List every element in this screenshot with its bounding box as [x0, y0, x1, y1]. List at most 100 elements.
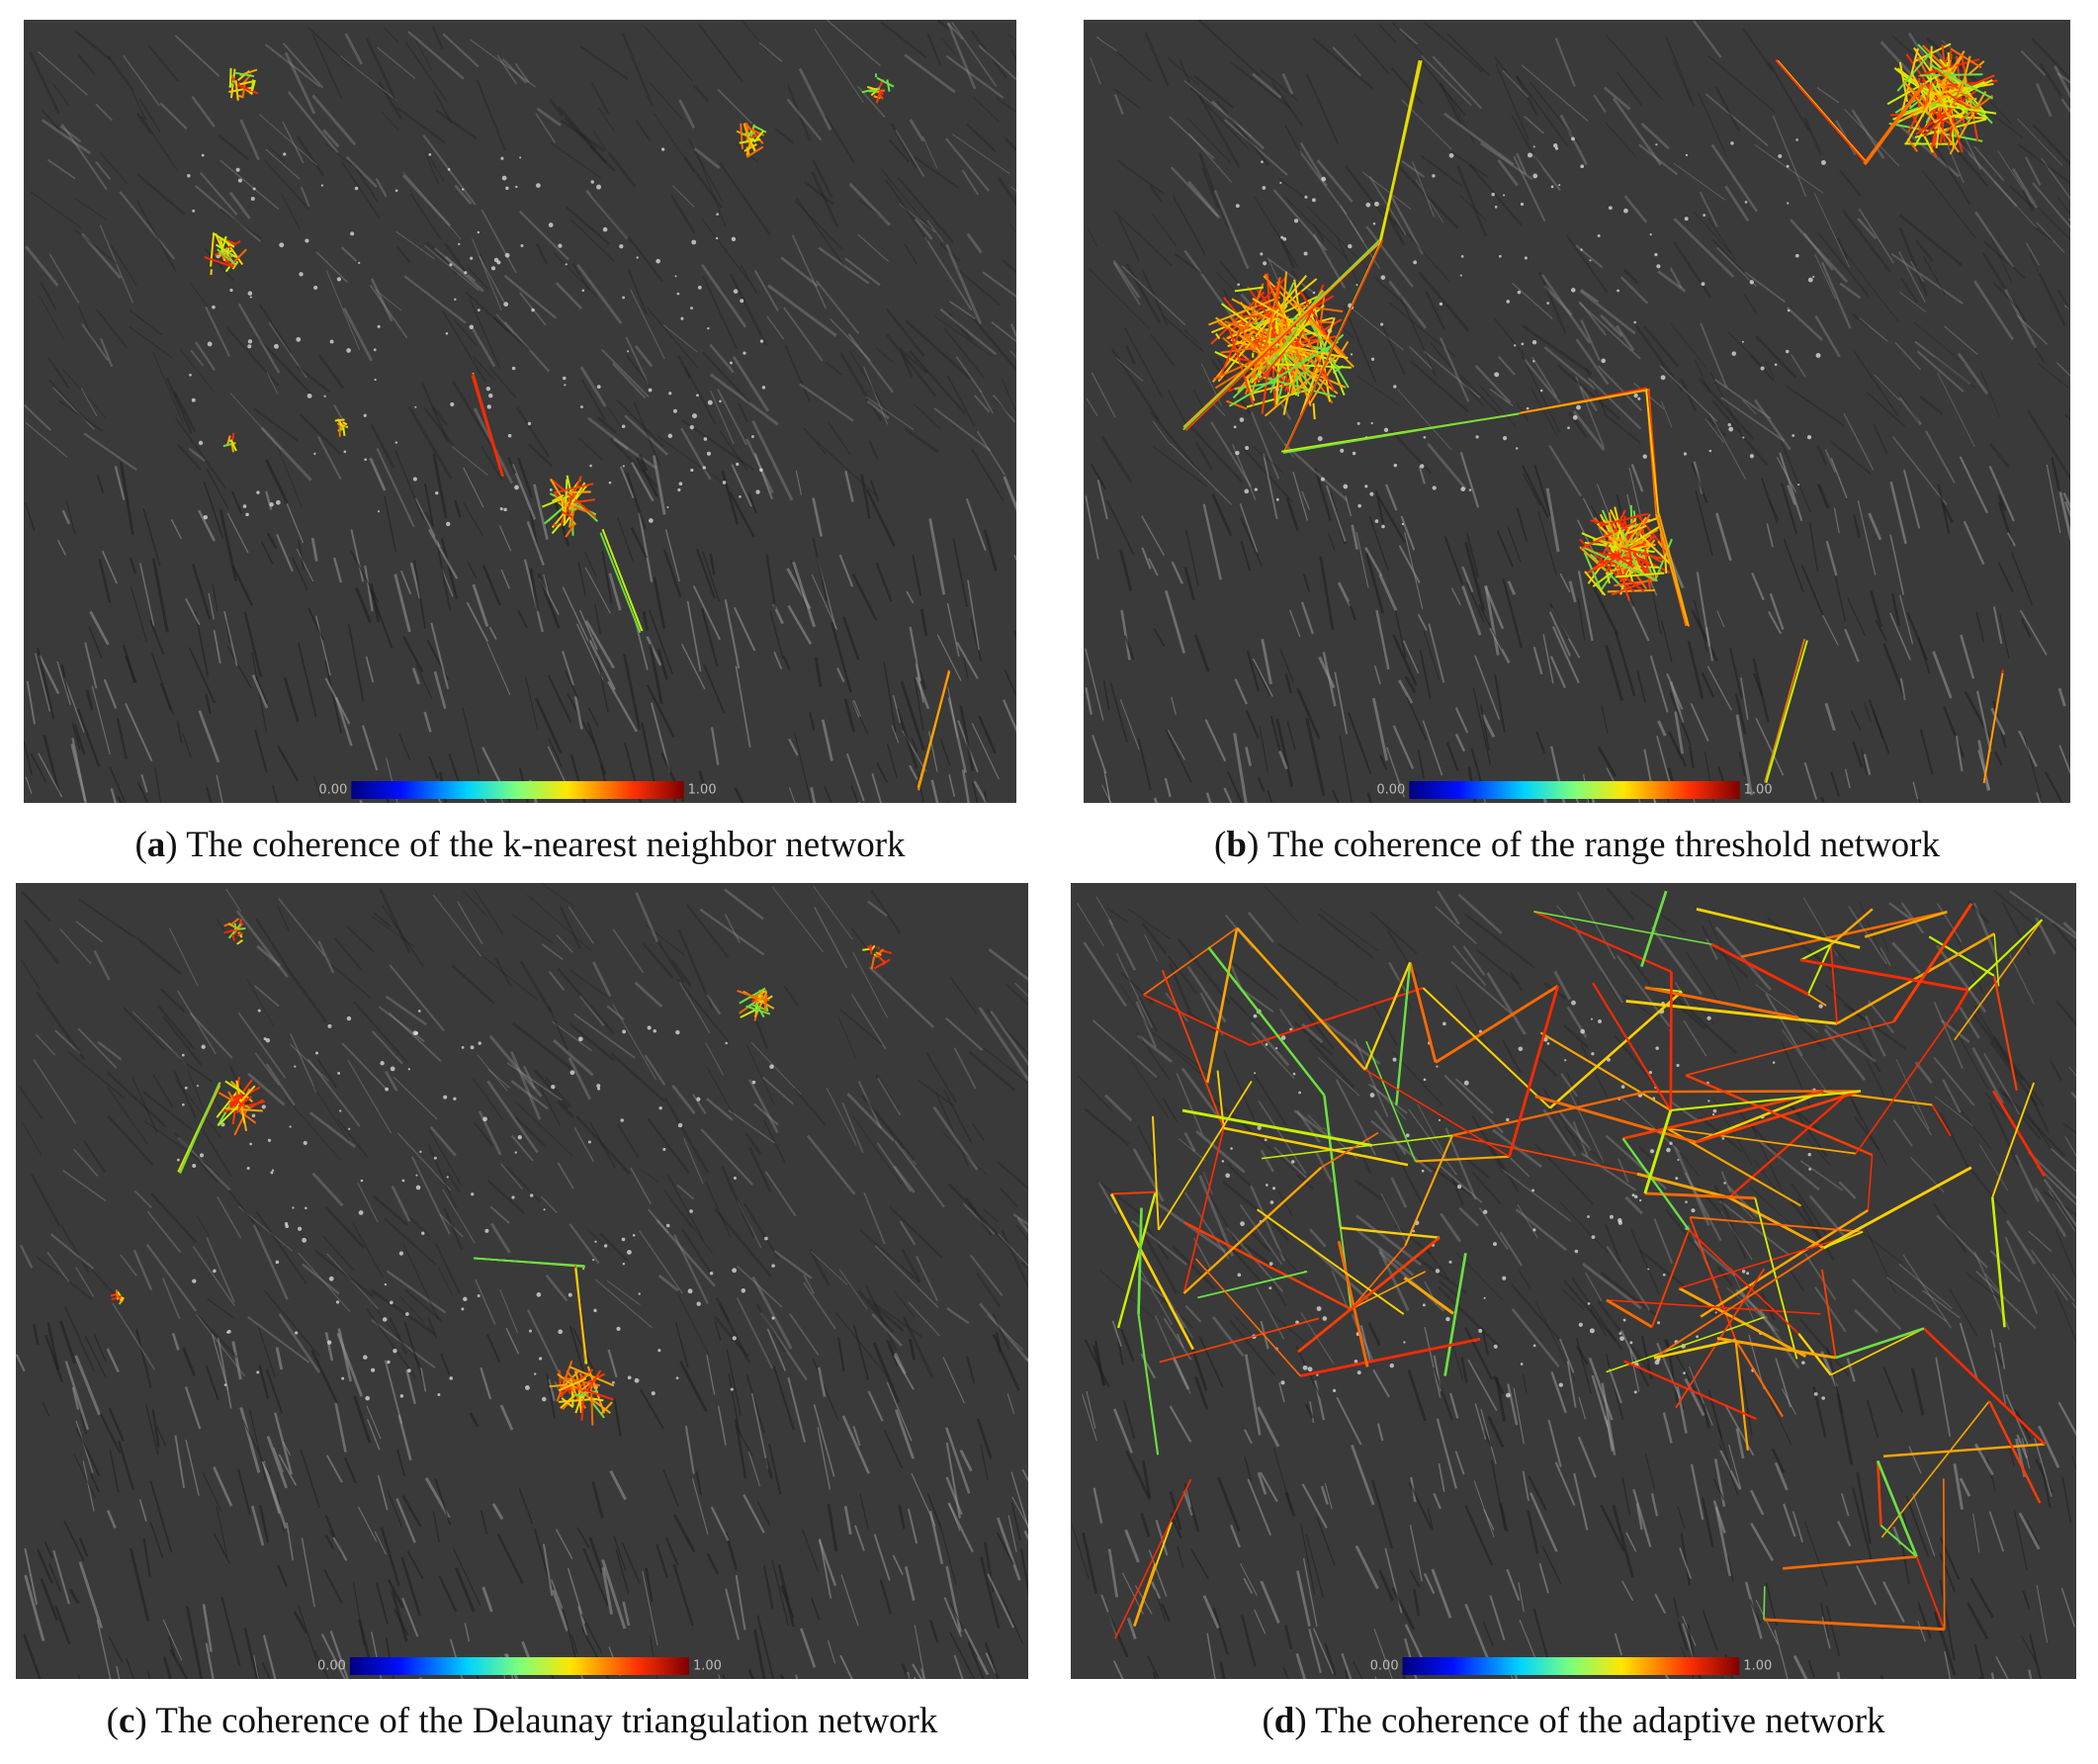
bright-pixel: [235, 167, 240, 172]
terrain-ridge: [1430, 342, 1484, 406]
terrain-ridge: [788, 738, 799, 756]
network-edge: [869, 944, 873, 955]
terrain-ridge: [352, 1581, 365, 1646]
terrain-ridge: [159, 682, 172, 711]
terrain-ridge: [46, 1322, 60, 1370]
terrain-ridge: [206, 1237, 235, 1303]
terrain-ridge: [824, 785, 832, 803]
network-edge: [574, 1268, 588, 1365]
terrain-ridge: [400, 570, 412, 595]
terrain-ridge: [1511, 282, 1553, 319]
terrain-ridge: [1623, 949, 1651, 985]
bright-pixel: [1432, 485, 1437, 490]
terrain-ridge: [1123, 1400, 1136, 1440]
terrain-ridge: [1954, 116, 1982, 170]
terrain-ridge: [588, 1537, 604, 1574]
terrain-ridge: [375, 289, 402, 311]
terrain-ridge: [1473, 1480, 1495, 1538]
terrain-ridge: [1454, 707, 1469, 734]
terrain-ridge: [949, 1632, 976, 1679]
terrain-ridge: [1090, 57, 1101, 85]
terrain-ridge: [673, 1286, 710, 1357]
bright-pixel: [289, 1125, 292, 1128]
network-edge: [1764, 638, 1806, 783]
terrain-ridge: [1854, 1308, 1879, 1334]
terrain-ridge: [693, 84, 710, 102]
terrain-ridge: [1629, 1349, 1640, 1392]
terrain-ridge: [453, 318, 478, 347]
terrain-ridge: [38, 655, 60, 695]
terrain-ridge: [106, 1348, 120, 1373]
network-edge: [1653, 1338, 1736, 1360]
network-edge: [1903, 81, 1961, 153]
terrain-ridge: [908, 1301, 940, 1337]
terrain-ridge: [41, 109, 61, 132]
terrain-ridge: [1003, 699, 1016, 733]
terrain-ridge: [951, 132, 1010, 175]
bright-pixel: [1532, 1344, 1536, 1348]
terrain-ridge: [1193, 1375, 1209, 1410]
terrain-ridge: [1781, 483, 1798, 535]
bright-pixel: [189, 373, 192, 377]
bright-pixel: [1749, 280, 1754, 285]
bright-pixel: [1591, 1235, 1596, 1240]
terrain-ridge: [1452, 944, 1487, 986]
terrain-ridge: [1420, 154, 1463, 188]
terrain-ridge: [589, 380, 624, 431]
terrain-ridge: [948, 300, 976, 320]
terrain-ridge: [1538, 271, 1567, 333]
bright-pixel: [1332, 1388, 1337, 1392]
terrain-ridge: [684, 1425, 695, 1474]
terrain-ridge: [1090, 463, 1106, 490]
terrain-ridge: [1093, 1487, 1103, 1524]
terrain-ridge: [1163, 316, 1204, 353]
terrain-ridge: [83, 432, 137, 472]
terrain-ridge: [1735, 714, 1753, 796]
terrain-ridge: [967, 1641, 985, 1679]
terrain-ridge: [313, 1249, 375, 1298]
terrain-ridge: [427, 1144, 458, 1209]
terrain-ridge: [1211, 493, 1233, 537]
network-edge: [1950, 47, 1982, 69]
terrain-ridge: [205, 1365, 219, 1401]
terrain-ridge: [185, 597, 201, 626]
terrain-ridge: [1517, 1269, 1532, 1289]
terrain-ridge: [933, 315, 993, 357]
terrain-ridge: [454, 1566, 476, 1613]
terrain-ridge: [951, 21, 998, 87]
terrain-ridge: [1715, 246, 1758, 288]
network-edge: [1655, 513, 1689, 626]
terrain-ridge: [1199, 992, 1224, 1036]
bright-pixel: [1685, 1200, 1688, 1203]
bright-pixel: [478, 1041, 481, 1045]
network-edge: [237, 1079, 253, 1100]
terrain-ridge: [366, 1405, 382, 1440]
terrain-ridge: [108, 1407, 125, 1442]
bright-pixel: [1423, 435, 1427, 439]
bright-pixel: [1380, 322, 1384, 326]
terrain-ridge: [1418, 466, 1426, 485]
terrain-ridge: [1973, 1643, 1985, 1679]
terrain-ridge: [568, 1022, 615, 1062]
terrain-ridge: [548, 1006, 569, 1051]
image-background: [24, 20, 1016, 803]
terrain-ridge: [780, 1585, 795, 1619]
bright-pixel: [594, 1240, 597, 1243]
terrain-ridge: [84, 1335, 107, 1377]
terrain-ridge: [1176, 1073, 1203, 1135]
bright-pixel: [1240, 1221, 1245, 1227]
terrain-ridge: [1245, 709, 1260, 740]
terrain-ridge: [1277, 750, 1288, 770]
network-edge: [1607, 520, 1622, 552]
terrain-ridge: [1369, 911, 1418, 954]
bright-pixel: [656, 258, 660, 264]
terrain-ridge: [1390, 429, 1433, 475]
terrain-ridge: [1572, 1121, 1589, 1158]
terrain-ridge: [1857, 500, 1877, 575]
network-edge: [1152, 1115, 1160, 1230]
terrain-ridge: [1334, 671, 1349, 735]
terrain-ridge: [733, 606, 756, 652]
terrain-ridge: [261, 1662, 271, 1679]
terrain-ridge: [1428, 623, 1445, 683]
terrain-ridge: [1567, 411, 1588, 438]
